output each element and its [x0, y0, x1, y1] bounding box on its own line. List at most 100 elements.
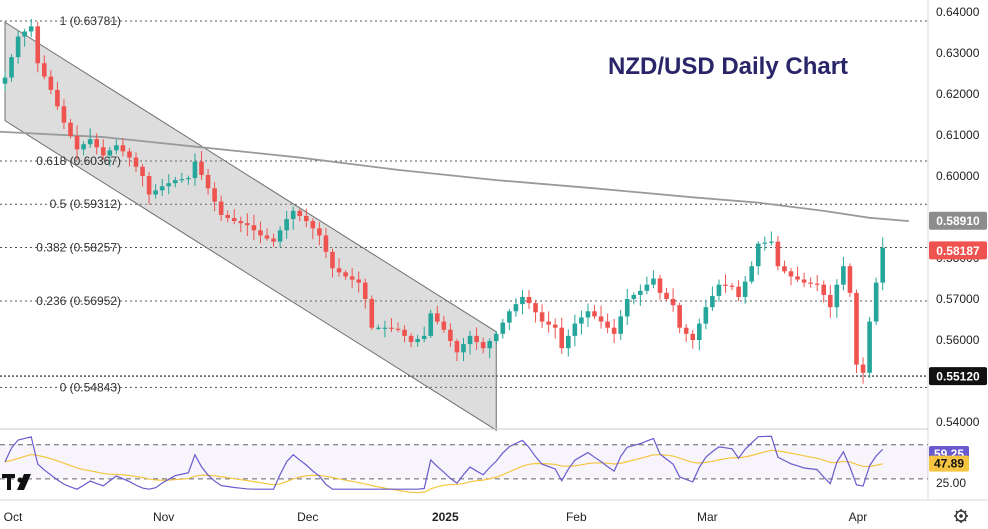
time-axis[interactable]: Oct Nov Dec 2025 Feb Mar Apr: [4, 510, 868, 524]
candle: [801, 272, 807, 288]
candle: [716, 279, 722, 302]
candle: [343, 270, 348, 280]
candle: [448, 323, 453, 347]
candle: [572, 314, 578, 347]
candle: [415, 334, 420, 347]
candle: [461, 337, 466, 362]
candle: [703, 299, 709, 330]
candle: [173, 176, 178, 188]
x-tick-label: Dec: [297, 510, 318, 524]
y-tick-label: 0.61000: [936, 128, 980, 142]
candle: [697, 318, 702, 351]
fib-level-label: 0.5 (0.59312): [50, 197, 121, 211]
svg-text:47.89: 47.89: [934, 457, 964, 471]
candle: [395, 322, 401, 333]
candle: [2, 71, 8, 91]
candle: [290, 206, 296, 230]
candle: [749, 261, 754, 284]
candle: [579, 310, 584, 335]
candle: [15, 30, 21, 64]
candle: [559, 317, 565, 354]
y-tick-label: 0.56000: [936, 333, 980, 347]
y-tick-label: 0.64000: [936, 5, 980, 19]
candle: [212, 182, 217, 212]
candle: [631, 292, 637, 305]
chart-title: NZD/USD Daily Chart: [608, 53, 848, 80]
rsi-line: [4, 435, 884, 490]
candle: [533, 299, 538, 323]
candle: [22, 28, 27, 47]
candle: [107, 146, 113, 167]
fib-level-label: 0.618 (0.60367): [36, 154, 121, 168]
candle: [55, 81, 60, 110]
x-tick-label: Feb: [566, 510, 587, 524]
candle: [624, 288, 630, 325]
candle: [245, 213, 250, 236]
candle: [277, 226, 283, 248]
candle: [9, 54, 14, 82]
candle: [729, 282, 735, 291]
svg-text:0.55120: 0.55120: [936, 370, 980, 384]
y-tick-label: 0.54000: [936, 415, 980, 429]
price-badge: 0.58910: [929, 211, 987, 230]
candle: [618, 309, 623, 340]
candle: [808, 277, 813, 288]
candle: [867, 317, 872, 379]
candle: [140, 164, 145, 187]
svg-text:25.00: 25.00: [936, 476, 966, 490]
candle: [441, 315, 447, 333]
main-price-pane: 1 (0.63781) 0.618 (0.60367) 0.5 (0.59312) 0…: [0, 14, 928, 432]
fib-level-label: 0.382 (0.58257): [36, 240, 121, 254]
candle: [336, 258, 342, 277]
fib-level-label: 0 (0.54843): [60, 380, 121, 394]
candle: [238, 216, 244, 233]
candle: [146, 171, 152, 205]
candle: [297, 208, 303, 222]
candle: [369, 295, 375, 331]
candle: [323, 228, 329, 259]
candle: [61, 99, 67, 130]
candle: [605, 313, 610, 334]
candle: [42, 55, 47, 80]
candle: [48, 70, 54, 95]
y-tick-label: 0.60000: [936, 169, 980, 183]
candle: [546, 311, 551, 333]
svg-text:0.58187: 0.58187: [936, 244, 980, 258]
candle: [402, 325, 407, 343]
candle: [677, 302, 682, 334]
candle: [454, 338, 460, 362]
candle: [552, 318, 558, 339]
candle: [428, 309, 434, 338]
candle: [389, 318, 394, 333]
gear-icon[interactable]: [954, 509, 968, 523]
candle: [35, 21, 41, 73]
candle: [166, 174, 172, 195]
candle: [81, 141, 86, 156]
candle: [487, 338, 492, 359]
candle: [349, 268, 355, 288]
candle: [304, 208, 309, 228]
candle: [788, 268, 794, 286]
candle: [683, 323, 689, 342]
candle: [127, 147, 132, 167]
candle: [251, 214, 257, 241]
candle: [192, 153, 198, 186]
candle: [566, 329, 571, 357]
x-tick-label: Apr: [849, 510, 868, 524]
y-tick-label: 0.62000: [936, 87, 980, 101]
candle: [644, 276, 650, 295]
candle: [873, 277, 879, 326]
candle: [382, 320, 388, 338]
candle: [513, 298, 519, 317]
x-tick-label: 2025: [432, 510, 459, 524]
candle: [854, 289, 859, 374]
candle: [271, 233, 276, 247]
candle: [847, 263, 853, 297]
candle: [87, 128, 93, 148]
candle: [507, 308, 512, 331]
candle: [664, 287, 669, 302]
candle: [231, 209, 237, 225]
candle: [657, 274, 663, 300]
candle: [186, 175, 191, 185]
candle: [467, 330, 473, 355]
